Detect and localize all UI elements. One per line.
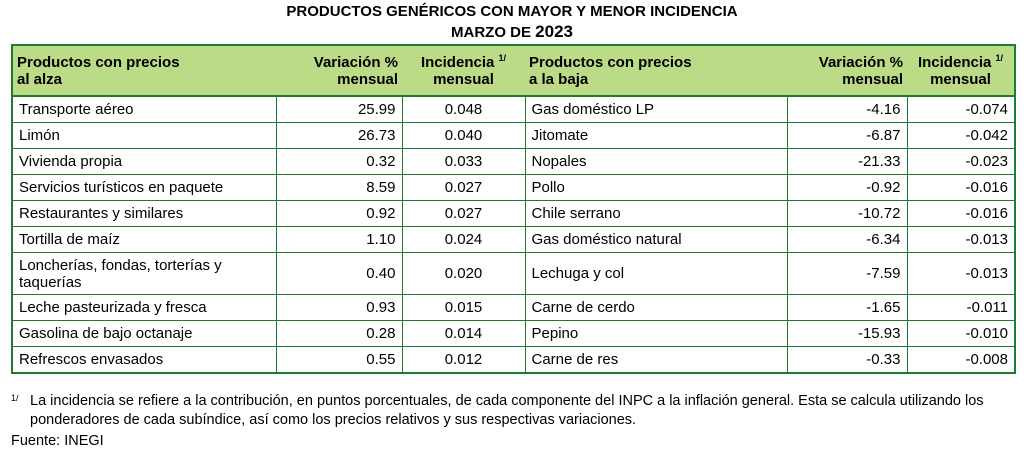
falling-product: Chile serrano <box>525 200 788 227</box>
falling-incidence: -0.013 <box>907 252 1015 295</box>
subtitle-year: 2023 <box>535 22 573 41</box>
falling-variation: -15.93 <box>787 320 908 347</box>
rising-product: Vivienda propia <box>12 148 277 175</box>
rising-product: Tortilla de maíz <box>12 226 277 253</box>
header-rising-products: Productos con precios al alza <box>12 45 276 97</box>
rising-product: Refrescos envasados <box>12 346 277 374</box>
falling-product: Pollo <box>525 174 788 201</box>
rising-product: Leche pasteurizada y fresca <box>12 294 277 321</box>
rising-variation: 0.28 <box>276 320 403 347</box>
header-rising-variation: Variación % mensual <box>276 45 402 97</box>
rising-incidence: 0.014 <box>402 320 526 347</box>
rising-incidence: 0.027 <box>402 174 526 201</box>
falling-incidence: -0.042 <box>907 122 1015 149</box>
rising-incidence: 0.015 <box>402 294 526 321</box>
table-row: Refrescos envasados 0.55 0.012 Carne de … <box>12 346 1015 374</box>
falling-incidence: -0.010 <box>907 320 1015 347</box>
falling-variation: -1.65 <box>787 294 908 321</box>
table-row: Servicios turísticos en paquete 8.59 0.0… <box>12 174 1015 201</box>
footnote-text: La incidencia se refiere a la contribuci… <box>30 393 984 428</box>
table-subtitle: MARZO DE 2023 <box>0 22 1024 42</box>
falling-variation: -0.92 <box>787 174 908 201</box>
table-row: Leche pasteurizada y fresca 0.93 0.015 C… <box>12 294 1015 321</box>
falling-product: Jitomate <box>525 122 788 149</box>
falling-variation: -6.87 <box>787 122 908 149</box>
table-title: PRODUCTOS GENÉRICOS CON MAYOR Y MENOR IN… <box>286 3 738 20</box>
subtitle-month: MARZO DE <box>451 24 536 41</box>
header-falling-incidence: Incidencia 1/mensual <box>907 45 1015 97</box>
falling-product: Carne de cerdo <box>525 294 788 321</box>
rising-product: Gasolina de bajo octanaje <box>12 320 277 347</box>
table-row: Limón 26.73 0.040 Jitomate -6.87 -0.042 <box>12 122 1015 149</box>
rising-product: Limón <box>12 122 277 149</box>
table-row: Vivienda propia 0.32 0.033 Nopales -21.3… <box>12 148 1015 175</box>
rising-variation: 0.32 <box>276 148 403 175</box>
rising-variation: 8.59 <box>276 174 403 201</box>
rising-product: Loncherías, fondas, torterías y taquerías <box>12 252 277 295</box>
rising-incidence: 0.027 <box>402 200 526 227</box>
rising-variation: 0.55 <box>276 346 403 374</box>
table-row: Transporte aéreo 25.99 0.048 Gas domésti… <box>12 96 1015 123</box>
rising-incidence: 0.024 <box>402 226 526 253</box>
falling-incidence: -0.013 <box>907 226 1015 253</box>
header-falling-products: Productos con precios a la baja <box>525 45 787 97</box>
header-falling-variation: Variación % mensual <box>787 45 907 97</box>
falling-incidence: -0.011 <box>907 294 1015 321</box>
table-row: Loncherías, fondas, torterías y taquerías… <box>12 252 1015 295</box>
rising-product: Restaurantes y similares <box>12 200 277 227</box>
rising-variation: 0.93 <box>276 294 403 321</box>
footnote: 1/ La incidencia se refiere a la contrib… <box>11 392 1014 430</box>
falling-incidence: -0.008 <box>907 346 1015 374</box>
incidence-table: Productos con precios al alza Variación %… <box>11 44 1016 374</box>
falling-product: Lechuga y col <box>525 252 788 295</box>
falling-product: Nopales <box>525 148 788 175</box>
rising-incidence: 0.048 <box>402 96 526 123</box>
falling-variation: -10.72 <box>787 200 908 227</box>
falling-variation: -7.59 <box>787 252 908 295</box>
falling-incidence: -0.016 <box>907 174 1015 201</box>
footnote-mark: 1/ <box>11 393 19 403</box>
falling-variation: -0.33 <box>787 346 908 374</box>
rising-incidence: 0.012 <box>402 346 526 374</box>
rising-incidence: 0.040 <box>402 122 526 149</box>
rising-incidence: 0.033 <box>402 148 526 175</box>
rising-incidence: 0.020 <box>402 252 526 295</box>
rising-variation: 26.73 <box>276 122 403 149</box>
table-row: Tortilla de maíz 1.10 0.024 Gas doméstic… <box>12 226 1015 253</box>
falling-variation: -6.34 <box>787 226 908 253</box>
source-note: Fuente: INEGI <box>11 433 104 449</box>
falling-product: Gas doméstico LP <box>525 96 788 123</box>
falling-product: Pepino <box>525 320 788 347</box>
header-rising-incidence: Incidencia 1/mensual <box>402 45 525 97</box>
falling-variation: -21.33 <box>787 148 908 175</box>
table-row: Gasolina de bajo octanaje 0.28 0.014 Pep… <box>12 320 1015 347</box>
rising-variation: 1.10 <box>276 226 403 253</box>
falling-product: Carne de res <box>525 346 788 374</box>
falling-incidence: -0.016 <box>907 200 1015 227</box>
falling-incidence: -0.023 <box>907 148 1015 175</box>
rising-product: Transporte aéreo <box>12 96 277 123</box>
falling-product: Gas doméstico natural <box>525 226 788 253</box>
rising-variation: 25.99 <box>276 96 403 123</box>
falling-variation: -4.16 <box>787 96 908 123</box>
rising-variation: 0.92 <box>276 200 403 227</box>
rising-variation: 0.40 <box>276 252 403 295</box>
header-row: Productos con precios al alza Variación %… <box>12 45 1015 97</box>
table-row: Restaurantes y similares 0.92 0.027 Chil… <box>12 200 1015 227</box>
rising-product: Servicios turísticos en paquete <box>12 174 277 201</box>
falling-incidence: -0.074 <box>907 96 1015 123</box>
